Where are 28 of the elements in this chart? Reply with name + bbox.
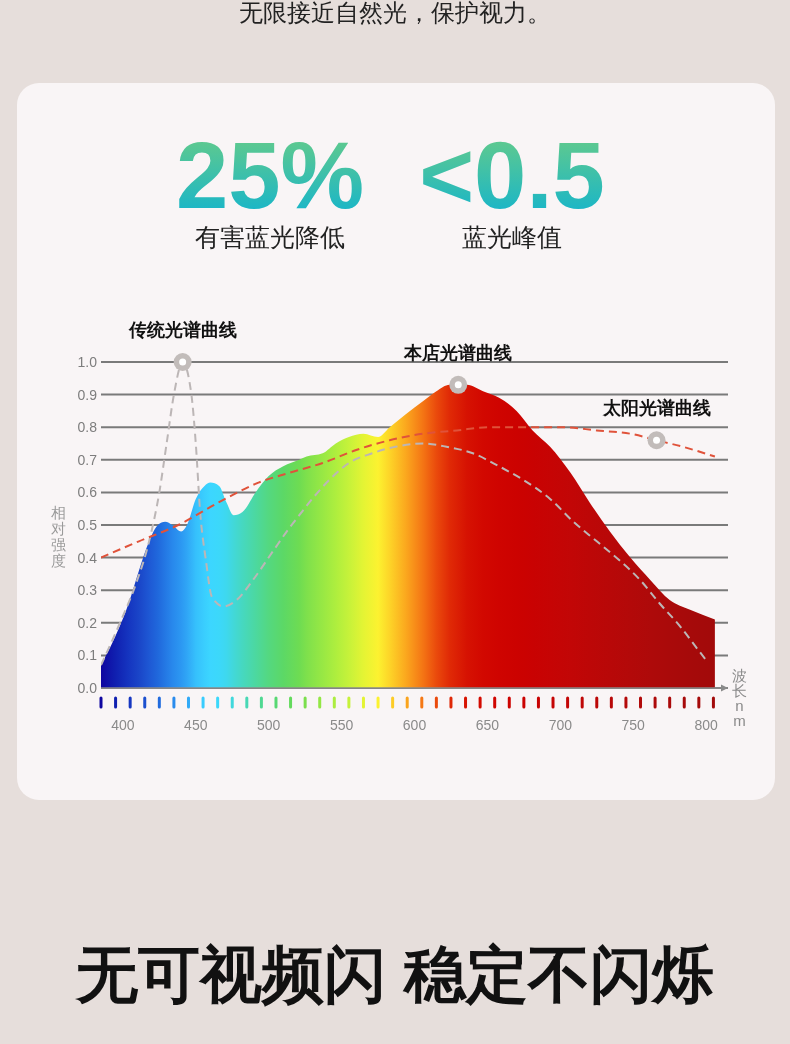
x-tick-label: 650 — [475, 717, 500, 733]
annotation: 太阳光谱曲线 — [601, 398, 711, 419]
y-tick-label: 0.2 — [77, 614, 98, 631]
line-series — [101, 426, 716, 559]
y-tick-label: 0.3 — [77, 582, 98, 599]
y-tick-label: 0.5 — [77, 516, 98, 533]
y-tick-label: 0.9 — [77, 386, 98, 403]
y-tick-label: 0.7 — [77, 451, 98, 468]
x-tick-label: 600 — [402, 717, 427, 733]
x-tick-label: 750 — [621, 717, 646, 733]
y-axis-title: 相对强度 — [50, 504, 67, 569]
y-tick-label: 0.6 — [77, 484, 98, 501]
y-tick-label: 0.8 — [77, 419, 98, 436]
text: 无可视频闪 稳定不闪烁 — [74, 939, 715, 1011]
y-tick-label: 0.4 — [77, 549, 98, 566]
x-tick-label: 450 — [184, 717, 208, 733]
x-tick-label: 400 — [111, 717, 135, 733]
x-tick-label: 700 — [548, 717, 573, 733]
annotation: 本店光谱曲线 — [403, 342, 513, 363]
y-tick-label: 0.0 — [77, 679, 98, 696]
x-tick-label: 500 — [257, 717, 281, 733]
x-tick-label: 800 — [694, 717, 719, 733]
x-axis-title: 波长nm — [731, 667, 748, 729]
annotation: 传统光谱曲线 — [127, 320, 237, 340]
x-tick-label: 550 — [329, 717, 354, 733]
y-tick-label: 0.1 — [77, 647, 98, 664]
y-tick-label: 1.0 — [77, 353, 98, 370]
chart-title: 无限接近自然光，保护视力。 — [238, 0, 552, 26]
